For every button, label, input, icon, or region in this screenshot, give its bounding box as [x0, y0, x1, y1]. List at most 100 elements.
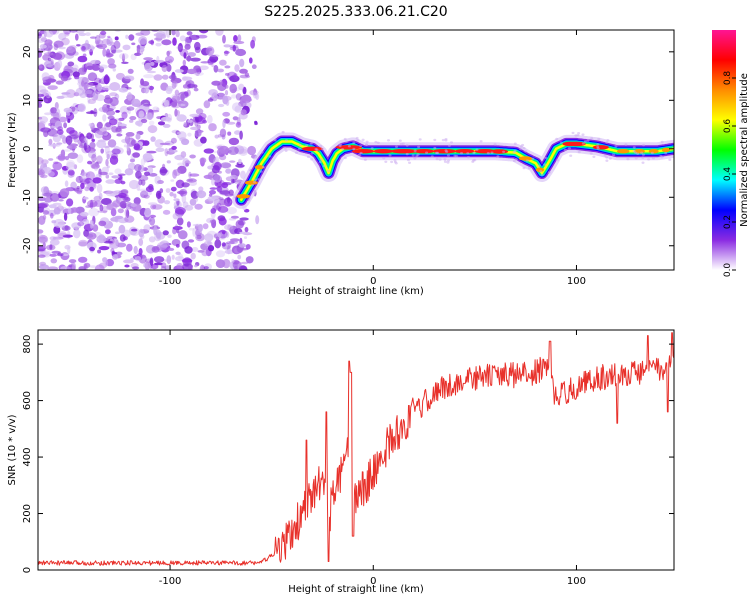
noise-speckle	[147, 219, 152, 222]
noise-speckle	[38, 93, 45, 97]
noise-speckle	[52, 133, 62, 143]
noise-speckle	[43, 99, 49, 103]
noise-speckle	[122, 53, 125, 63]
colorbar-tick-label: 0.4	[723, 167, 733, 182]
noise-speckle	[132, 266, 140, 270]
noise-speckle	[184, 160, 191, 165]
noise-speckle	[185, 56, 192, 61]
noise-speckle	[228, 137, 240, 146]
ridge-speckle	[259, 170, 263, 173]
noise-speckle	[47, 266, 59, 270]
noise-speckle	[137, 51, 144, 55]
noise-speckle	[128, 34, 135, 41]
noise-speckle	[159, 188, 164, 194]
noise-speckle	[235, 93, 242, 101]
noise-speckle	[91, 153, 97, 163]
noise-speckle	[207, 98, 214, 102]
noise-speckle	[38, 203, 48, 208]
noise-speckle	[119, 105, 129, 115]
noise-speckle	[38, 85, 47, 95]
noise-speckle	[194, 264, 198, 268]
noise-speckle	[100, 30, 107, 36]
noise-speckle	[172, 37, 177, 46]
noise-speckle	[165, 188, 171, 193]
ridge-speckle	[273, 139, 277, 142]
noise-speckle	[38, 232, 43, 237]
noise-speckle	[219, 59, 227, 66]
noise-speckle	[81, 169, 85, 176]
noise-speckle	[53, 218, 65, 228]
noise-speckle	[112, 236, 117, 240]
noise-speckle	[66, 112, 71, 116]
noise-speckle	[58, 116, 68, 123]
ridge-speckle	[624, 143, 628, 146]
noise-speckle	[89, 219, 93, 229]
noise-speckle	[194, 41, 201, 51]
noise-speckle	[123, 144, 128, 148]
noise-speckle	[94, 264, 105, 270]
noise-speckle	[173, 169, 181, 176]
noise-speckle	[225, 231, 230, 238]
noise-speckle	[83, 196, 89, 200]
noise-speckle	[40, 174, 48, 179]
ridge-speckle	[309, 142, 313, 145]
noise-speckle	[118, 192, 127, 199]
noise-speckle	[222, 119, 226, 129]
noise-speckle	[42, 242, 46, 249]
noise-speckle	[168, 74, 177, 80]
noise-speckle	[237, 254, 242, 260]
ridge-speckle	[519, 147, 523, 151]
noise-speckle	[98, 220, 107, 227]
noise-speckle	[70, 207, 80, 213]
noise-speckle	[98, 64, 108, 69]
ridge-speckle	[344, 140, 348, 143]
noise-speckle	[163, 99, 170, 108]
noise-speckle	[87, 160, 93, 165]
noise-speckle	[214, 134, 219, 139]
noise-speckle	[119, 53, 129, 60]
noise-speckle	[53, 40, 64, 48]
noise-speckle	[118, 224, 126, 234]
noise-speckle	[184, 246, 193, 254]
noise-speckle	[81, 46, 86, 51]
noise-speckle	[226, 207, 237, 215]
noise-speckle	[177, 103, 186, 107]
snr-y-tick-label: 600	[22, 391, 33, 410]
noise-speckle	[106, 110, 116, 116]
noise-speckle	[242, 86, 247, 95]
noise-speckle	[108, 118, 118, 126]
noise-speckle	[192, 227, 196, 237]
noise-speckle	[181, 258, 193, 263]
ridge-hotspot	[414, 149, 434, 154]
noise-speckle	[221, 242, 226, 247]
noise-speckle	[74, 188, 83, 193]
noise-speckle	[174, 154, 185, 161]
colorbar-tick-label: 0.0	[723, 263, 733, 278]
noise-speckle	[239, 96, 247, 104]
noise-speckle	[162, 123, 171, 128]
noise-speckle	[237, 34, 242, 42]
noise-speckle	[78, 241, 88, 247]
noise-speckle	[160, 266, 167, 270]
ridge-speckle	[310, 158, 314, 161]
noise-speckle	[102, 114, 107, 122]
noise-speckle	[172, 212, 179, 220]
noise-speckle	[165, 87, 173, 95]
noise-speckle	[96, 183, 103, 194]
noise-speckle	[207, 165, 214, 170]
noise-speckle	[95, 44, 103, 48]
colorbar-gradient	[712, 30, 736, 270]
noise-speckle	[61, 225, 71, 231]
ridge-speckle	[647, 158, 651, 161]
noise-speckle	[114, 36, 119, 41]
noise-speckle	[143, 224, 151, 232]
ridge-speckle	[603, 154, 607, 157]
noise-speckle	[115, 72, 125, 80]
noise-speckle	[138, 36, 148, 45]
noise-speckle	[184, 204, 194, 211]
ridge-speckle	[543, 163, 547, 166]
ridge-speckle	[413, 157, 417, 160]
noise-speckle	[237, 220, 246, 226]
